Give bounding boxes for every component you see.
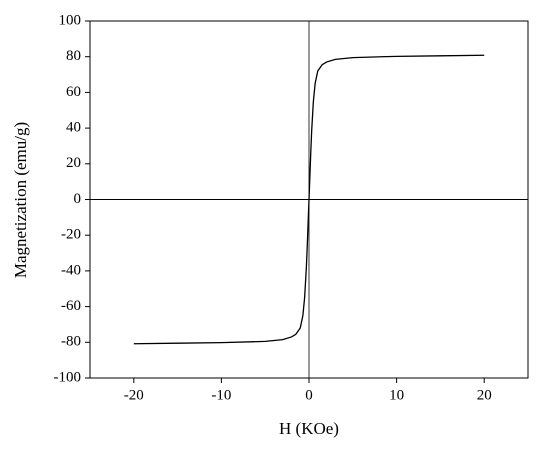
y-tick-label: -20 (61, 227, 81, 243)
y-tick-label: 0 (74, 191, 82, 207)
x-tick-label: 10 (389, 387, 404, 403)
x-tick-label: -10 (211, 387, 231, 403)
x-tick-label: -20 (124, 387, 144, 403)
y-axis-label: Magnetization (emu/g) (11, 122, 30, 278)
y-tick-label: 40 (66, 120, 81, 136)
x-tick-label: 20 (477, 387, 492, 403)
y-tick-label: -60 (61, 298, 81, 314)
data-line (133, 54, 485, 345)
x-tick-label: 0 (305, 387, 313, 403)
y-tick-label: 80 (66, 48, 81, 64)
x-axis-label: H (KOe) (279, 419, 339, 438)
y-tick-label: -80 (61, 334, 81, 350)
y-tick-label: 60 (66, 84, 81, 100)
y-tick-label: 100 (59, 12, 82, 28)
y-tick-label: -40 (61, 262, 81, 278)
y-tick-label: 20 (66, 155, 81, 171)
y-tick-label: -100 (54, 369, 82, 385)
